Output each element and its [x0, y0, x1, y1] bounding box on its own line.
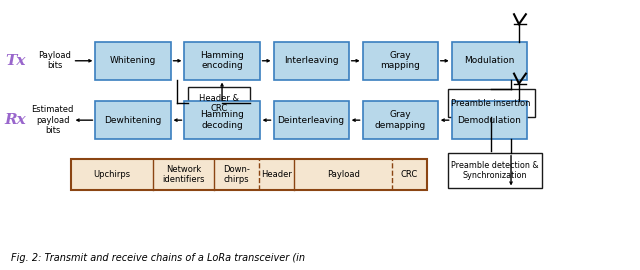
Text: Dewhitening: Dewhitening — [104, 116, 162, 125]
Text: Down-
chirps: Down- chirps — [223, 165, 250, 184]
Text: Hamming
decoding: Hamming decoding — [200, 110, 244, 130]
Text: Upchirps: Upchirps — [93, 170, 131, 179]
Text: Gray
demapping: Gray demapping — [374, 110, 426, 130]
Bar — [452, 42, 527, 80]
Text: Gray
mapping: Gray mapping — [380, 51, 420, 70]
Text: Interleaving: Interleaving — [284, 56, 339, 65]
Text: Preamble insertion: Preamble insertion — [451, 99, 531, 108]
Text: Header: Header — [261, 170, 292, 179]
Bar — [95, 101, 171, 139]
Text: Modulation: Modulation — [464, 56, 515, 65]
Text: Tx: Tx — [5, 54, 26, 68]
Bar — [363, 101, 438, 139]
Bar — [184, 101, 260, 139]
Bar — [184, 42, 260, 80]
Text: Fig. 2: Transmit and receive chains of a LoRa transceiver (in: Fig. 2: Transmit and receive chains of a… — [12, 253, 305, 263]
Bar — [273, 101, 349, 139]
Text: CRC: CRC — [401, 170, 419, 179]
Bar — [273, 42, 349, 80]
Text: Network
identifiers: Network identifiers — [163, 165, 205, 184]
Text: Demodulation: Demodulation — [458, 116, 521, 125]
Text: Preamble detection &
Synchronization: Preamble detection & Synchronization — [451, 161, 538, 180]
Bar — [95, 42, 171, 80]
Bar — [188, 87, 250, 119]
Text: Header &
CRC: Header & CRC — [199, 94, 239, 113]
Bar — [452, 101, 527, 139]
Text: Estimated
payload
bits: Estimated payload bits — [31, 105, 74, 135]
Bar — [70, 159, 427, 190]
Bar — [448, 89, 535, 117]
Text: Payload: Payload — [326, 170, 360, 179]
Text: Payload
bits: Payload bits — [38, 51, 71, 70]
Text: Rx: Rx — [4, 113, 26, 127]
Bar — [363, 42, 438, 80]
Text: Deinterleaving: Deinterleaving — [278, 116, 345, 125]
Bar — [448, 153, 541, 188]
Text: Whitening: Whitening — [110, 56, 156, 65]
Text: Hamming
encoding: Hamming encoding — [200, 51, 244, 70]
